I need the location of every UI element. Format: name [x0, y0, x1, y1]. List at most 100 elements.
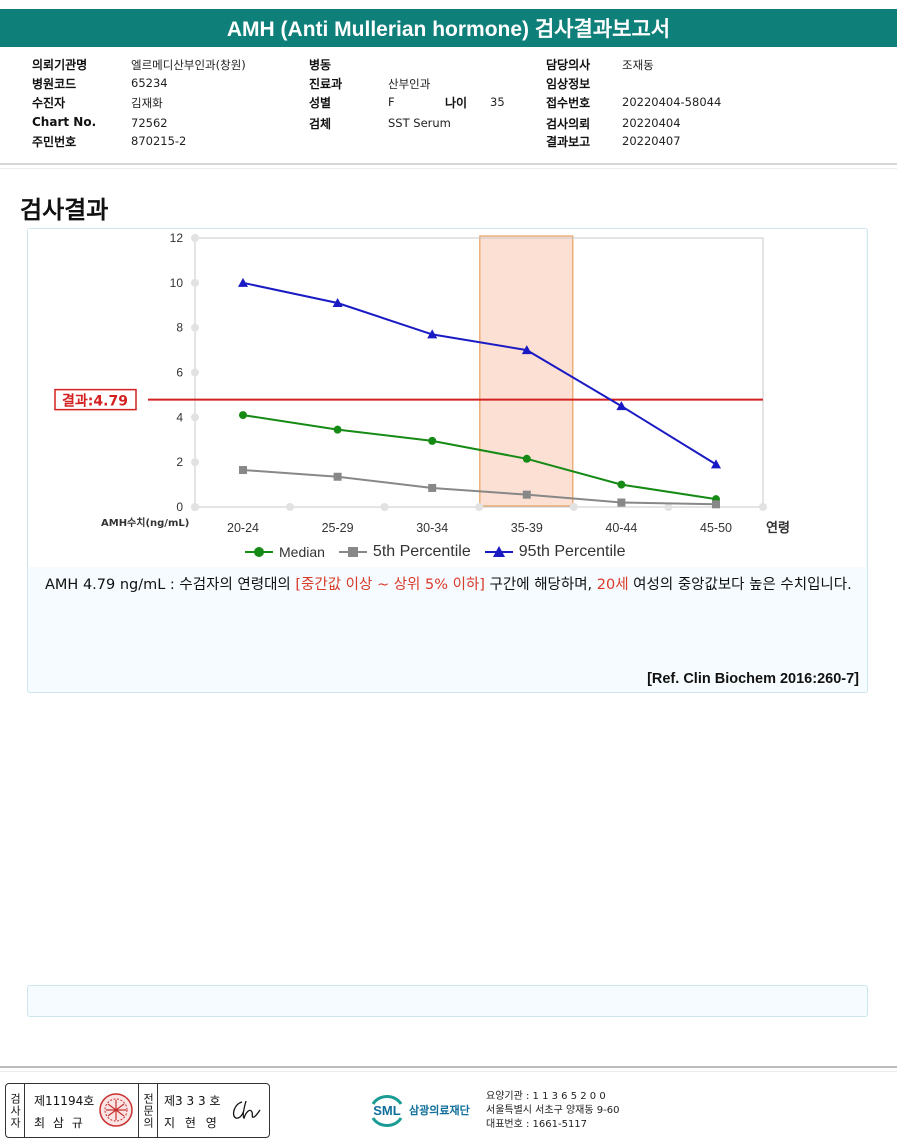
info-value: 20220407: [622, 134, 681, 148]
sml-logo-icon: SML: [371, 1095, 403, 1127]
info-value: 엘르메디산부인과(창원): [131, 58, 246, 72]
data-point: [617, 498, 626, 507]
data-point: [332, 298, 343, 308]
chart-legend: Median 5th Percentile 95th Percentile: [245, 542, 640, 562]
info-label: Chart No.: [32, 115, 97, 129]
inspector-name: 최 삼 규: [34, 1116, 85, 1130]
chart-area: 0 2 4 6 8 10 12 20-24 25-29 30-34 35-39 40-44 45-50 연…: [28, 229, 866, 567]
data-point: [521, 345, 532, 355]
info-label: 임상정보: [546, 77, 591, 91]
data-point: [333, 425, 342, 434]
y-tick-dot: [191, 234, 199, 242]
signature-box: 검사자 제11194호 최 삼 규 전문의 제3 3 3 호 지 현 영: [5, 1083, 270, 1138]
legend-item: 95th Percentile: [484, 543, 626, 561]
divider: [0, 1071, 897, 1072]
x-axis-dot: [286, 503, 294, 511]
info-value: 72562: [131, 116, 168, 130]
series-line-median: [242, 414, 717, 501]
data-point: [238, 277, 248, 287]
y-axis-label: AMH수치(ng/mL): [101, 516, 189, 529]
x-axis-dot: [380, 503, 389, 511]
inspector-label: 검사자: [6, 1084, 25, 1137]
x-axis-dot: [569, 503, 578, 511]
result-range: [중간값 이상 ~ 상위 5% 이하]: [295, 577, 485, 593]
age-value: 35: [490, 95, 505, 109]
x-axis-label: 연령: [766, 521, 790, 536]
info-label: 담당의사: [546, 58, 591, 72]
data-point: [428, 483, 437, 492]
y-tick-dot: [191, 413, 199, 422]
info-label: 접수번호: [546, 96, 591, 110]
x-axis-dot: [191, 503, 199, 511]
info-value: 김재화: [131, 96, 163, 110]
y-tick-label: 4: [176, 410, 183, 424]
result-label: 결과:4.79: [62, 393, 128, 410]
sml-logo: SML 삼광의료재단: [367, 1090, 470, 1130]
section-title: 검사결과: [20, 196, 109, 224]
data-point: [522, 490, 531, 499]
info-value: 870215-2: [131, 134, 187, 148]
y-tick-label: 0: [176, 500, 183, 514]
x-tick-label: 40-44: [605, 521, 637, 535]
data-point: [522, 454, 531, 463]
y-tick-dot: [191, 278, 199, 287]
y-tick-dot: [191, 368, 199, 377]
info-label: 검체: [309, 117, 332, 131]
result-middle: 구간에 해당하며,: [484, 577, 597, 593]
inspector-label-text: 검사자: [8, 1092, 22, 1129]
info-label: 진료과: [309, 77, 343, 91]
y-tick-label: 12: [170, 231, 184, 245]
info-label: 의뢰기관명: [32, 58, 88, 72]
specialist-label-text: 전문의: [141, 1092, 155, 1129]
series-line-5th-percentile: [242, 469, 717, 506]
signature-icon: [228, 1098, 262, 1127]
divider: [0, 168, 897, 169]
x-tick-label: 25-29: [322, 521, 354, 535]
info-label: 성별: [309, 96, 332, 110]
result-age: 20세: [596, 577, 629, 593]
info-value: 20220404: [622, 116, 681, 130]
info-value: F: [388, 95, 395, 109]
info-label: 병원코드: [32, 77, 77, 91]
x-axis-dot: [759, 503, 767, 511]
address: 서울특별시 서초구 양재동 9-60: [486, 1105, 620, 1116]
reference-citation: [Ref. Clin Biochem 2016:260-7]: [647, 671, 859, 687]
legend-label: Median: [279, 544, 325, 560]
info-label: 검사의뢰: [546, 117, 591, 131]
x-axis-dot: [664, 503, 673, 511]
legend-marker-icon: [484, 546, 513, 557]
data-point: [712, 500, 720, 509]
age-label: 나이: [445, 96, 468, 110]
comment-panel: [27, 985, 868, 1017]
highlight-band: [479, 235, 574, 507]
info-value: 산부인과: [388, 77, 431, 91]
plot-frame: [194, 237, 764, 508]
info-value: 조재동: [622, 58, 654, 72]
result-prefix: AMH 4.79 ng/mL : 수검자의 연령대의: [45, 577, 296, 593]
info-label: 병동: [309, 58, 332, 72]
legend-item: 5th Percentile: [338, 543, 471, 561]
specialist-number: 제3 3 3 호: [164, 1094, 221, 1108]
info-label: 결과보고: [546, 135, 591, 149]
data-point: [427, 329, 438, 339]
info-value: SST Serum: [388, 116, 451, 130]
info-value: 65234: [131, 76, 168, 90]
y-tick-label: 6: [176, 366, 183, 380]
y-tick-dot: [191, 323, 199, 332]
info-label: 수진자: [32, 96, 66, 110]
divider: [0, 163, 897, 165]
x-tick-label: 30-34: [416, 521, 448, 535]
data-point: [239, 411, 247, 420]
data-point: [428, 436, 437, 445]
sml-logo-text: SML: [373, 1103, 401, 1118]
care-code: 요양기관 : 1 1 3 6 5 2 0 0: [486, 1091, 606, 1102]
data-point: [617, 480, 626, 489]
legend-marker-icon: [338, 547, 367, 557]
info-label: 주민번호: [32, 135, 77, 149]
divider: [0, 1066, 897, 1068]
foundation-name: 삼광의료재단: [409, 1104, 470, 1117]
y-tick-label: 8: [176, 321, 183, 335]
amh-chart: 0 2 4 6 8 10 12 20-24 25-29 30-34 35-39 40-44 45-50 연…: [54, 231, 790, 536]
specialist-name: 지 현 영: [164, 1116, 220, 1130]
seal-stamp-icon: [98, 1092, 134, 1131]
